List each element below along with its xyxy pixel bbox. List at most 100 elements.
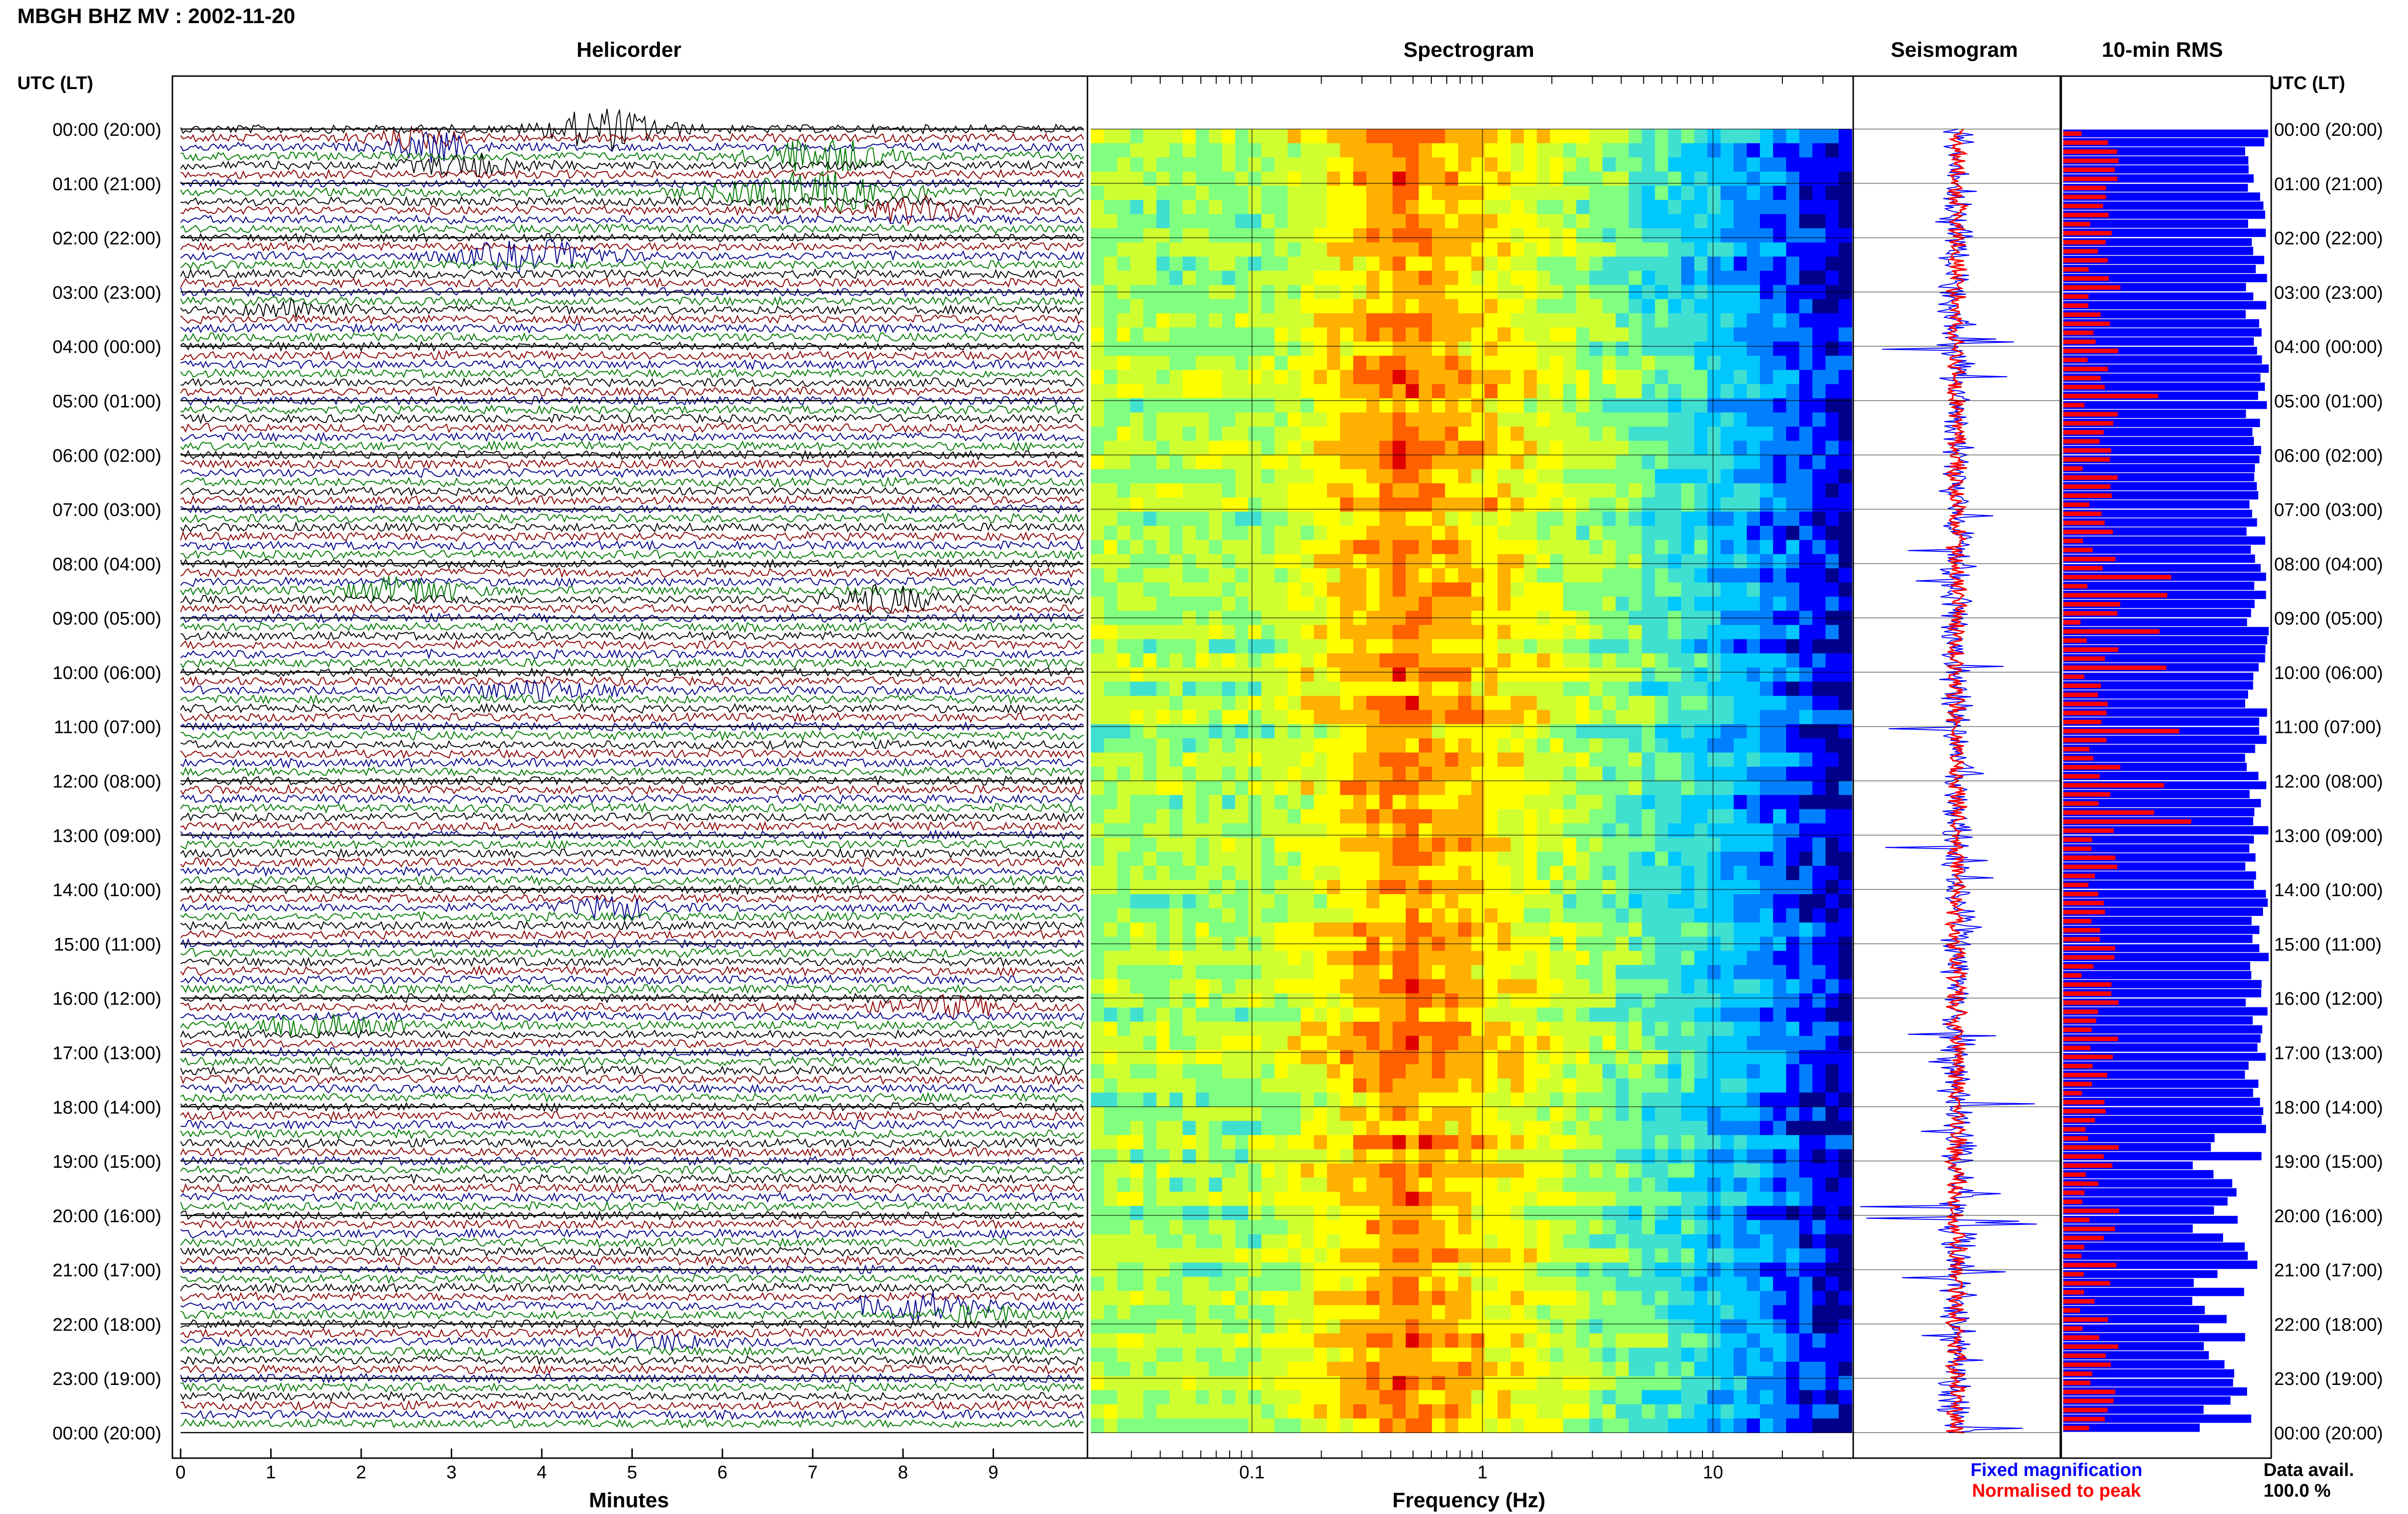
spectrogram-cell [1432, 1234, 1445, 1249]
spectrogram-cell [1274, 540, 1288, 554]
spectrogram-cell [1445, 384, 1459, 399]
spectrogram-cell [1445, 1022, 1459, 1036]
spectrogram-cell [1642, 809, 1655, 823]
spectrogram-cell [1366, 880, 1380, 895]
spectrogram-cell [1432, 781, 1445, 796]
spectrogram-cell [1248, 852, 1262, 866]
spectrogram-cell [1812, 370, 1826, 384]
spectrogram-cell [1183, 1192, 1196, 1206]
spectrogram-cell [1104, 1234, 1117, 1249]
spectrogram-cell [1563, 1206, 1577, 1220]
spectrogram-cell [1222, 554, 1235, 569]
spectrogram-cell [1747, 625, 1760, 640]
spectrogram-cell [1484, 242, 1498, 257]
spectrogram-cell [1602, 356, 1616, 370]
spectrogram-cell [1196, 923, 1209, 937]
spectrogram-cell [1799, 809, 1813, 823]
spectrogram-cell [1104, 1107, 1117, 1121]
spectrogram-cell [1366, 441, 1380, 455]
spectrogram-cell [1104, 1121, 1117, 1136]
spectrogram-cell [1379, 1177, 1393, 1192]
spectrogram-cell [1550, 540, 1563, 554]
spectrogram-cell [1734, 908, 1747, 923]
spectrogram-cell [1681, 823, 1695, 838]
spectrogram-cell [1786, 738, 1800, 753]
spectrogram-cell [1563, 526, 1577, 540]
spectrogram-cell [1393, 1078, 1406, 1093]
spectrogram-cell [1563, 738, 1577, 753]
spectrogram-cell [1379, 1107, 1393, 1121]
spectrogram-cell [1602, 455, 1616, 470]
spectrogram-cell [1681, 908, 1695, 923]
spectrogram-cell [1143, 526, 1157, 540]
spectrogram-cell [1629, 880, 1642, 895]
spectrogram-cell [1721, 370, 1734, 384]
spectrogram-cell [1209, 413, 1222, 427]
spectrogram-cell [1209, 1121, 1222, 1136]
spectrogram-cell [1314, 1121, 1327, 1136]
spectrogram-cell [1642, 511, 1655, 526]
spectrogram-cell [1721, 753, 1734, 767]
spectrogram-cell [1393, 157, 1406, 172]
spectrogram-cell [1327, 455, 1340, 470]
spectrogram-cell [1288, 1220, 1301, 1235]
spectrogram-cell [1694, 710, 1708, 724]
spectrogram-cell [1484, 413, 1498, 427]
spectrogram-cell [1261, 738, 1275, 753]
helicorder-trace [181, 459, 1084, 469]
spectrogram-cell [1563, 965, 1577, 979]
spectrogram-cell [1642, 583, 1655, 597]
spectrogram-cell [1550, 781, 1563, 796]
spectrogram-cell [1773, 682, 1787, 696]
spectrogram-cell [1511, 894, 1524, 909]
spectrogram-cell [1458, 653, 1472, 668]
spectrogram-cell [1458, 384, 1472, 399]
spectrogram-cell [1629, 497, 1642, 512]
spectrogram-cell [1786, 441, 1800, 455]
spectrogram-cell [1274, 1022, 1288, 1036]
spectrogram-cell [1799, 299, 1813, 313]
spectrogram-cell [1393, 384, 1406, 399]
spectrogram-cell [1589, 511, 1603, 526]
spectrogram-cell [1773, 214, 1787, 229]
spectrogram-cell [1826, 1149, 1839, 1164]
spectrogram-cell [1458, 540, 1472, 554]
spectrogram-cell [1642, 157, 1655, 172]
spectrogram-cell [1261, 696, 1275, 710]
spectrogram-cell [1629, 795, 1642, 809]
spectrogram-cell [1353, 653, 1367, 668]
spectrogram-cell [1563, 625, 1577, 640]
spectrogram-cell [1799, 951, 1813, 966]
spectrogram-cell [1261, 370, 1275, 384]
spectrogram-cell [1091, 795, 1104, 809]
spectrogram-cell [1445, 1007, 1459, 1022]
spectrogram-cell [1839, 356, 1852, 370]
spectrogram-cell [1314, 1036, 1327, 1050]
spectrogram-cell [1235, 540, 1249, 554]
spectrogram-cell [1143, 781, 1157, 796]
spectrogram-cell [1681, 271, 1695, 285]
spectrogram-cell [1747, 313, 1760, 328]
spectrogram-cell [1117, 413, 1131, 427]
spectrogram-cell [1721, 497, 1734, 512]
spectrogram-cell [1327, 299, 1340, 313]
spectrogram-cell [1511, 455, 1524, 470]
spectrogram-cell [1524, 526, 1537, 540]
spectrogram-cell [1156, 625, 1170, 640]
spectrogram-cell [1550, 653, 1563, 668]
spectrogram-cell [1839, 866, 1852, 880]
spectrogram-cell [1681, 413, 1695, 427]
spectrogram-cell [1668, 1007, 1682, 1022]
spectrogram-cell [1143, 257, 1157, 271]
spectrogram-cell [1655, 653, 1668, 668]
spectrogram-cell [1537, 1206, 1550, 1220]
spectrogram-cell [1104, 540, 1117, 554]
spectrogram-cell [1681, 313, 1695, 328]
spectrogram-cell [1261, 667, 1275, 682]
spectrogram-cell [1117, 257, 1131, 271]
spectrogram-cell [1668, 497, 1682, 512]
spectrogram-cell [1143, 923, 1157, 937]
spectrogram-cell [1668, 1064, 1682, 1079]
spectrogram-cell [1379, 427, 1393, 441]
spectrogram-cell [1419, 483, 1432, 498]
